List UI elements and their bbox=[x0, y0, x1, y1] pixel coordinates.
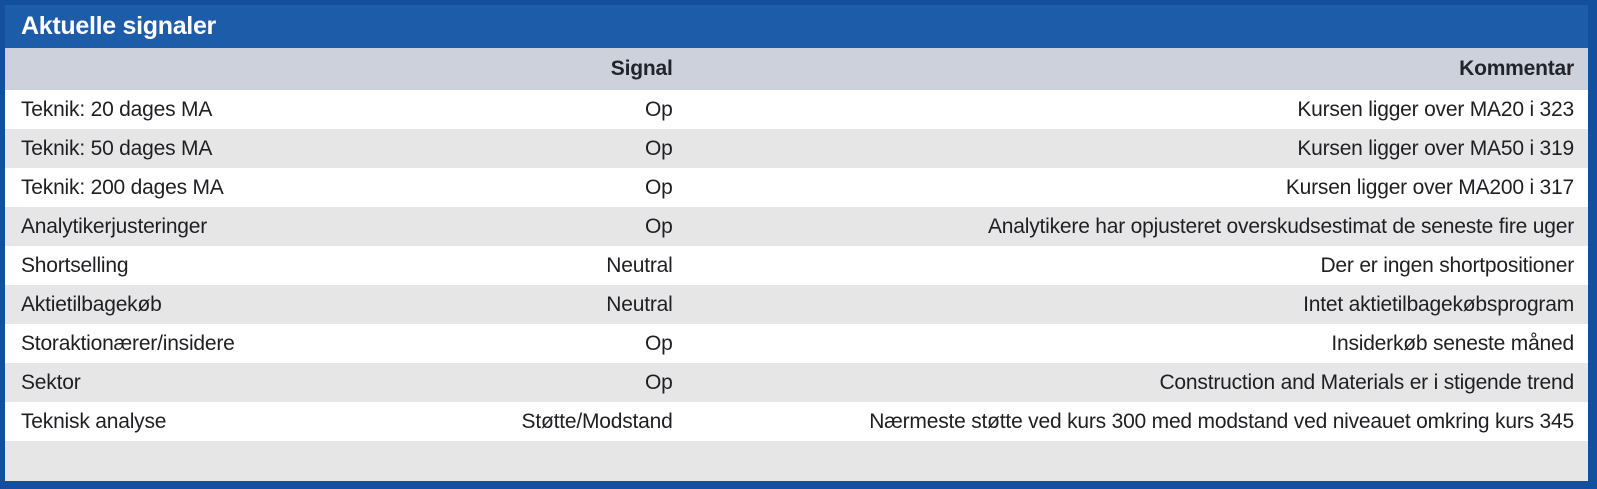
footer-spacer bbox=[5, 441, 1588, 481]
row-kommentar-cell: Intet aktietilbagekøbsprogram bbox=[674, 285, 1588, 324]
row-label-cell: Sektor bbox=[5, 363, 409, 402]
panel-title-bar: Aktuelle signaler bbox=[5, 5, 1588, 48]
row-signal-cell: Op bbox=[408, 363, 675, 402]
row-label-cell: Storaktionærer/insidere bbox=[21, 331, 235, 355]
column-header-blank bbox=[5, 48, 409, 90]
table-row: Sektor Op Construction and Materials er … bbox=[5, 363, 1588, 402]
column-header-signal: Signal bbox=[408, 48, 675, 90]
row-label-cell: Analytikerjusteringer bbox=[5, 207, 409, 246]
table-row: Teknik: 20 dages MA Op Kursen ligger ove… bbox=[5, 90, 1588, 129]
row-label-cell: Teknisk analyse bbox=[21, 409, 167, 433]
row-signal-cell: Op bbox=[644, 175, 673, 199]
row-kommentar-cell: Construction and Materials er i stigende… bbox=[674, 363, 1588, 402]
signals-table: Signal Kommentar Teknik: 20 dages MA Op … bbox=[5, 48, 1588, 441]
row-label-cell: Aktietilbagekøb bbox=[5, 285, 409, 324]
row-signal-cell: Op bbox=[408, 207, 675, 246]
table-row: Teknisk analyse Støtte/Modstand Nærmeste… bbox=[5, 402, 1588, 441]
row-signal-cell: Støtte/Modstand bbox=[521, 409, 673, 433]
column-header-row: Signal Kommentar bbox=[5, 48, 1588, 90]
row-kommentar-cell: Insiderkøb seneste måned bbox=[1331, 331, 1574, 355]
table-row: Storaktionærer/insidere Op Insiderkøb se… bbox=[5, 324, 1588, 363]
row-label-cell: Teknik: 20 dages MA bbox=[21, 97, 213, 121]
column-header-kommentar: Kommentar bbox=[674, 48, 1588, 90]
row-kommentar-cell: Analytikere har opjusteret overskudsesti… bbox=[674, 207, 1588, 246]
row-kommentar-cell: Kursen ligger over MA200 i 317 bbox=[1285, 175, 1574, 199]
panel-title: Aktuelle signaler bbox=[21, 12, 216, 40]
row-kommentar-cell: Kursen ligger over MA50 i 319 bbox=[674, 129, 1588, 168]
row-kommentar-cell: Der er ingen shortpositioner bbox=[1320, 253, 1574, 277]
row-signal-cell: Op bbox=[644, 97, 673, 121]
row-label-cell: Teknik: 50 dages MA bbox=[5, 129, 409, 168]
row-signal-cell: Neutral bbox=[606, 253, 673, 277]
row-label-cell: Shortselling bbox=[21, 253, 129, 277]
table-row: Shortselling Neutral Der er ingen shortp… bbox=[5, 246, 1588, 285]
row-kommentar-cell: Nærmeste støtte ved kurs 300 med modstan… bbox=[869, 409, 1574, 433]
row-kommentar-cell: Kursen ligger over MA20 i 323 bbox=[1297, 97, 1574, 121]
row-signal-cell: Op bbox=[644, 331, 673, 355]
table-row: Aktietilbagekøb Neutral Intet aktietilba… bbox=[5, 285, 1588, 324]
table-row: Analytikerjusteringer Op Analytikere har… bbox=[5, 207, 1588, 246]
row-signal-cell: Neutral bbox=[408, 285, 675, 324]
row-label-cell: Teknik: 200 dages MA bbox=[21, 175, 224, 199]
row-signal-cell: Op bbox=[408, 129, 675, 168]
table-row: Teknik: 200 dages MA Op Kursen ligger ov… bbox=[5, 168, 1588, 207]
table-row: Teknik: 50 dages MA Op Kursen ligger ove… bbox=[5, 129, 1588, 168]
